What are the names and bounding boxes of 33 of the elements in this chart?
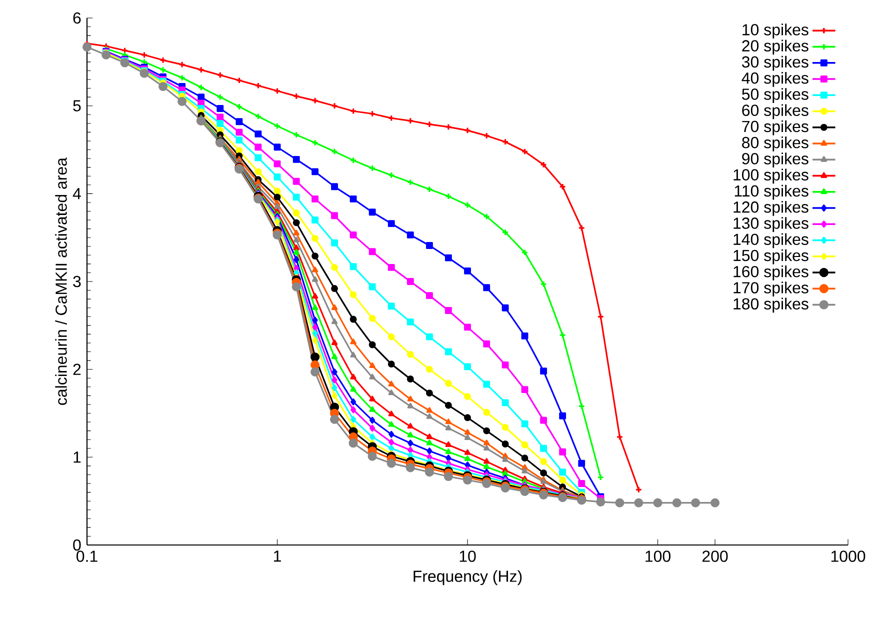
x-tick-label: 200	[702, 550, 728, 562]
legend-label: 40 spikes	[742, 72, 808, 87]
y-tick-label: 4	[72, 188, 81, 200]
legend-label: 100 spikes	[734, 168, 808, 184]
x-tick-label: 1	[274, 550, 281, 562]
y-tick-label: 0	[73, 539, 81, 551]
y-tick-label: 3	[73, 276, 81, 288]
legend-label: 140 spikes	[734, 233, 808, 248]
x-tick-label: 10	[460, 550, 476, 562]
x-tick-label: 1000	[831, 550, 866, 562]
y-tick-label: 6	[73, 12, 81, 24]
x-tick-label: 0.1	[76, 550, 98, 562]
y-axis-title: calcineurin / CaMKII activated area	[55, 157, 67, 405]
legend-label: 80 spikes	[742, 136, 808, 152]
legend-label: 50 spikes	[742, 88, 808, 104]
legend-label: 30 spikes	[742, 56, 808, 71]
legend-label: 70 spikes	[742, 120, 808, 136]
y-tick-label: 2	[73, 364, 81, 375]
legend-label: 60 spikes	[742, 104, 808, 120]
y-tick-label: 1	[74, 452, 81, 463]
legend-label: 120 spikes	[734, 201, 808, 216]
y-tick-label: 5	[73, 100, 81, 112]
x-tick-label: 100	[646, 550, 670, 562]
legend-label: 180 spikes	[734, 298, 808, 313]
legend-label: 130 spikes	[734, 217, 808, 232]
legend-label: 10 spikes	[742, 24, 808, 39]
legend-label: 20 spikes	[742, 40, 808, 55]
legend-label: 90 spikes	[742, 152, 808, 168]
legend-label: 170 spikes	[734, 282, 808, 297]
legend-label: 110 spikes	[734, 184, 808, 200]
x-axis-title: Frequency (Hz)	[414, 570, 522, 586]
legend-label: 150 spikes	[734, 249, 808, 264]
legend-label: 160 spikes	[734, 266, 808, 280]
